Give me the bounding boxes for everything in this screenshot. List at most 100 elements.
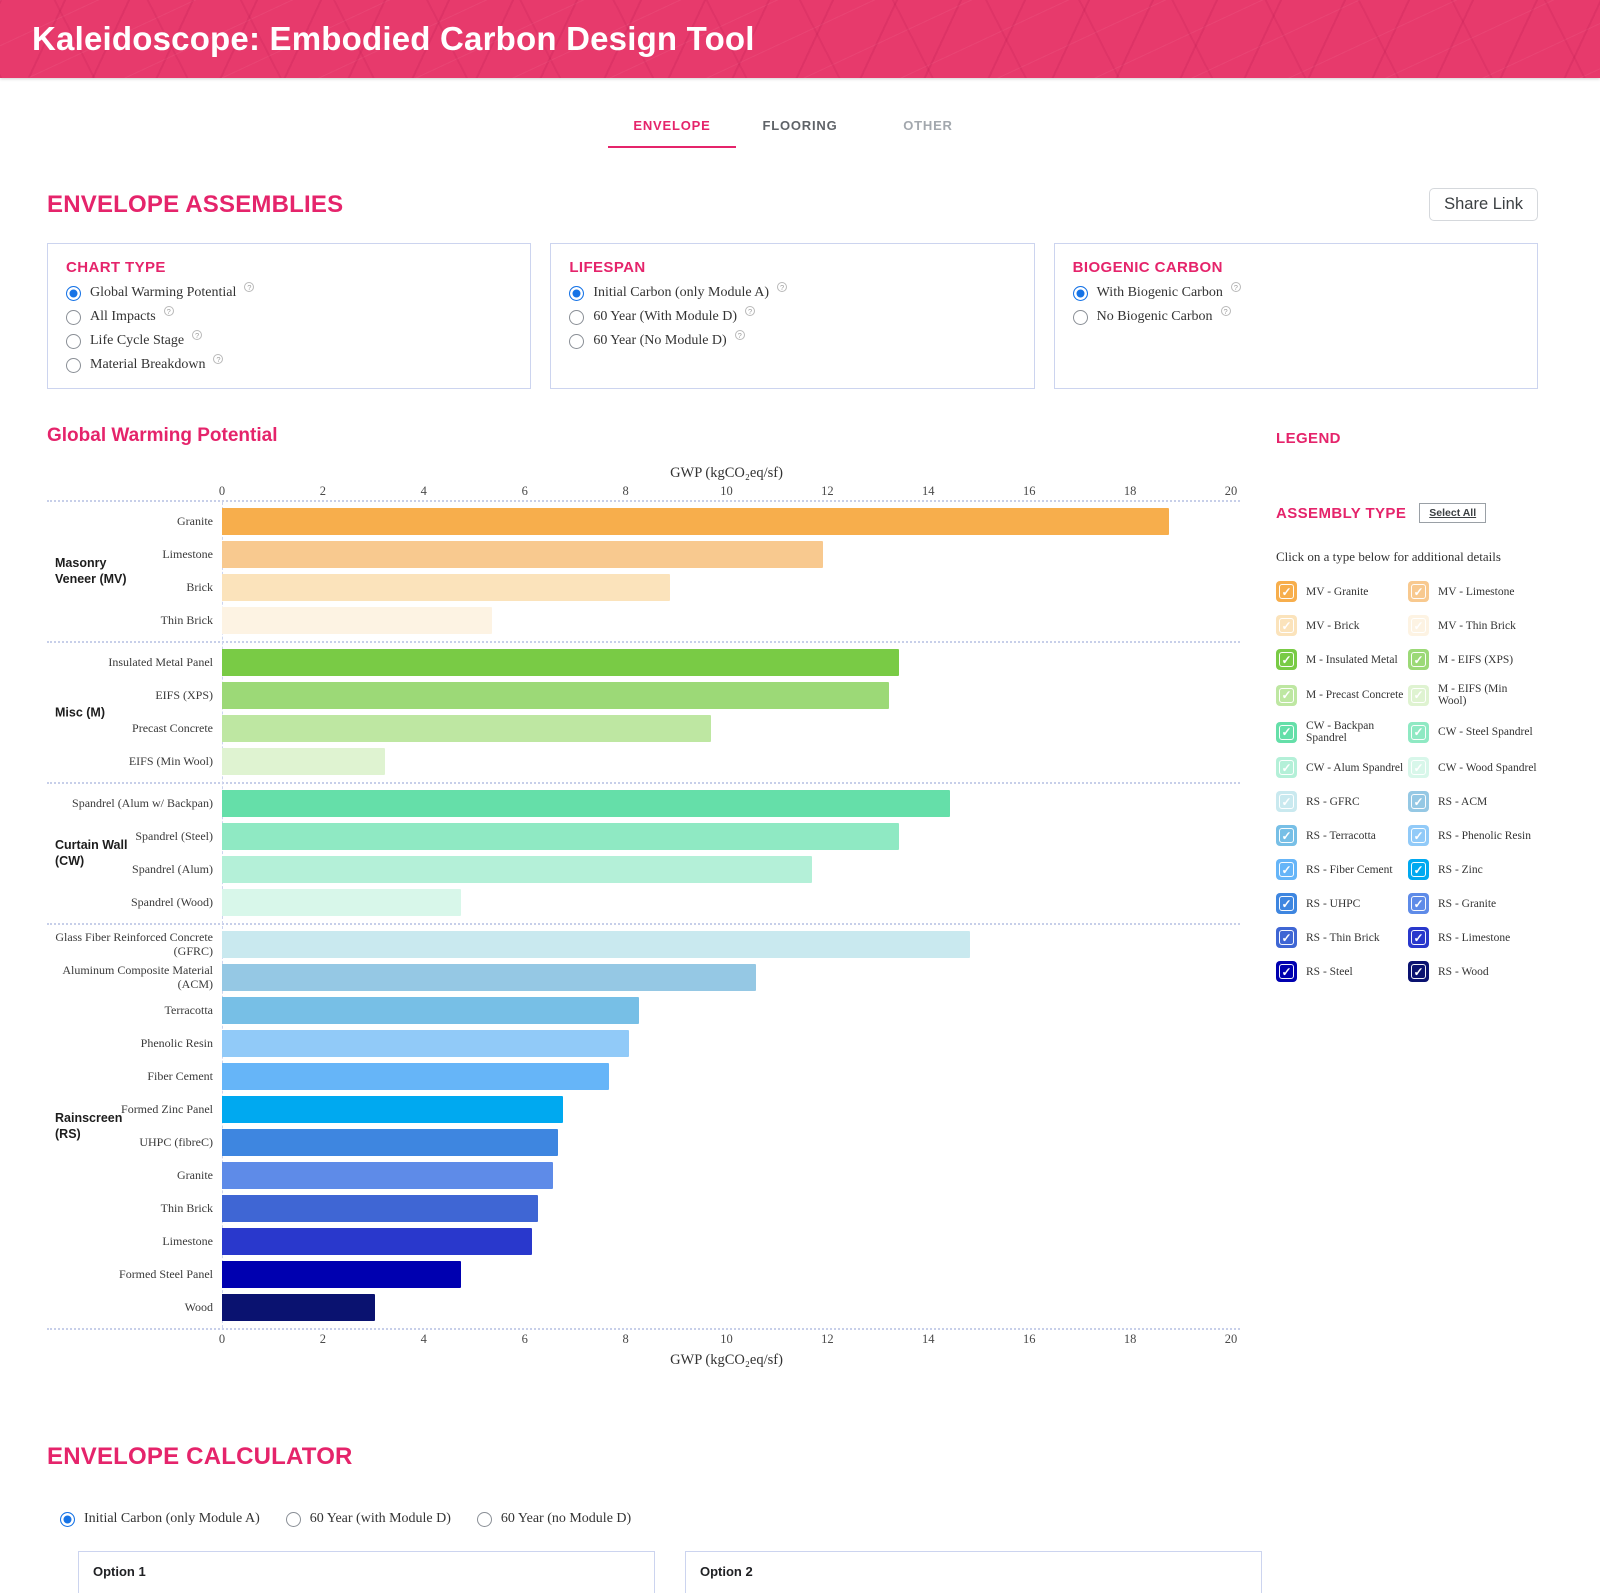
legend-item[interactable]: ✓ M - Precast Concrete [1276,683,1408,707]
legend-item[interactable]: ✓ MV - Limestone [1408,581,1538,602]
bar[interactable] [222,682,889,709]
legend-checkbox[interactable]: ✓ [1408,961,1429,982]
radio-icon[interactable] [1072,285,1088,301]
bar[interactable] [222,649,899,676]
radio-option[interactable]: With Biogenic Carbon? [1072,282,1519,301]
legend-checkbox[interactable]: ✓ [1408,615,1429,636]
legend-checkbox[interactable]: ✓ [1276,893,1297,914]
legend-item[interactable]: ✓ RS - Thin Brick [1276,927,1408,948]
legend-item[interactable]: ✓ RS - Granite [1408,893,1538,914]
legend-checkbox[interactable]: ✓ [1276,961,1297,982]
legend-item[interactable]: ✓ RS - ACM [1408,791,1538,812]
radio-option[interactable]: Global Warming Potential? [66,282,512,301]
bar[interactable] [222,1261,462,1288]
select-all-button[interactable]: Select All [1419,503,1487,523]
radio-icon[interactable] [66,333,81,349]
legend-item[interactable]: ✓ RS - Fiber Cement [1276,859,1408,880]
legend-item[interactable]: ✓ RS - Phenolic Resin [1408,825,1538,846]
legend-checkbox[interactable]: ✓ [1276,581,1297,602]
tab-envelope[interactable]: ENVELOPE [608,108,736,148]
bar[interactable] [222,889,462,916]
legend-checkbox[interactable]: ✓ [1408,757,1429,778]
radio-option[interactable]: No Biogenic Carbon? [1072,306,1519,325]
legend-checkbox[interactable]: ✓ [1276,649,1297,670]
help-icon[interactable]: ? [213,354,224,364]
legend-item[interactable]: ✓ CW - Alum Spandrel [1276,757,1408,778]
legend-item[interactable]: ✓ CW - Wood Spandrel [1408,757,1538,778]
radio-option[interactable]: 60 Year (With Module D)? [569,306,1015,325]
legend-checkbox[interactable]: ✓ [1276,927,1297,948]
legend-item[interactable]: ✓ CW - Backpan Spandrel [1276,720,1408,744]
legend-checkbox[interactable]: ✓ [1408,825,1429,846]
radio-option[interactable]: Material Breakdown? [66,354,512,373]
radio-option[interactable]: 60 Year (No Module D)? [569,330,1015,349]
bar[interactable] [222,931,971,958]
bar[interactable] [222,1195,538,1222]
help-icon[interactable]: ? [777,282,788,292]
bar[interactable] [222,1030,630,1057]
help-icon[interactable]: ? [1230,282,1241,292]
legend-item[interactable]: ✓ RS - Zinc [1408,859,1538,880]
help-icon[interactable]: ? [192,330,203,340]
legend-item[interactable]: ✓ RS - Limestone [1408,927,1538,948]
legend-checkbox[interactable]: ✓ [1408,859,1429,880]
legend-checkbox[interactable]: ✓ [1408,581,1429,602]
legend-item[interactable]: ✓ RS - Terracotta [1276,825,1408,846]
bar[interactable] [222,1129,558,1156]
bar[interactable] [222,607,492,634]
legend-checkbox[interactable]: ✓ [1276,721,1297,743]
radio-option[interactable]: 60 Year (no Module D) [476,1511,631,1527]
radio-icon[interactable] [66,309,81,325]
legend-checkbox[interactable]: ✓ [1408,721,1429,743]
help-icon[interactable]: ? [1220,306,1231,316]
bar[interactable] [222,508,1169,535]
bar[interactable] [222,1063,609,1090]
legend-item[interactable]: ✓ M - EIFS (XPS) [1408,649,1538,670]
legend-checkbox[interactable]: ✓ [1276,757,1297,778]
bar[interactable] [222,964,757,991]
legend-checkbox[interactable]: ✓ [1276,825,1297,846]
legend-checkbox[interactable]: ✓ [1276,615,1297,636]
radio-icon[interactable] [60,1511,75,1527]
legend-item[interactable]: ✓ CW - Steel Spandrel [1408,720,1538,744]
legend-item[interactable]: ✓ RS - Steel [1276,961,1408,982]
bar[interactable] [222,856,813,883]
bar[interactable] [222,1294,375,1321]
bar[interactable] [222,574,670,601]
radio-icon[interactable] [569,309,585,325]
bar[interactable] [222,541,823,568]
share-link-button[interactable]: Share Link [1429,188,1538,221]
legend-checkbox[interactable]: ✓ [1276,684,1297,706]
radio-icon[interactable] [285,1511,301,1527]
help-icon[interactable]: ? [244,282,255,292]
legend-item[interactable]: ✓ MV - Granite [1276,581,1408,602]
legend-checkbox[interactable]: ✓ [1408,684,1429,706]
legend-item[interactable]: ✓ M - EIFS (Min Wool) [1408,683,1538,707]
help-icon[interactable]: ? [163,306,174,316]
legend-item[interactable]: ✓ MV - Brick [1276,615,1408,636]
radio-icon[interactable] [569,333,585,349]
bar[interactable] [222,823,899,850]
bar[interactable] [222,997,640,1024]
legend-item[interactable]: ✓ M - Insulated Metal [1276,649,1408,670]
legend-checkbox[interactable]: ✓ [1276,859,1297,880]
radio-icon[interactable] [1072,309,1088,325]
legend-item[interactable]: ✓ MV - Thin Brick [1408,615,1538,636]
bar[interactable] [222,1228,533,1255]
radio-option[interactable]: All Impacts? [66,306,512,325]
radio-icon[interactable] [569,285,585,301]
radio-icon[interactable] [476,1511,492,1527]
radio-option[interactable]: Initial Carbon (only Module A)? [569,282,1015,301]
legend-checkbox[interactable]: ✓ [1408,893,1429,914]
legend-checkbox[interactable]: ✓ [1408,649,1429,670]
bar[interactable] [222,1162,553,1189]
tab-other[interactable]: OTHER [903,118,953,133]
radio-option[interactable]: Life Cycle Stage? [66,330,512,349]
radio-option[interactable]: Initial Carbon (only Module A) [60,1511,260,1527]
legend-item[interactable]: ✓ RS - GFRC [1276,791,1408,812]
legend-checkbox[interactable]: ✓ [1408,927,1429,948]
bar[interactable] [222,790,950,817]
radio-icon[interactable] [66,357,81,373]
help-icon[interactable]: ? [745,306,756,316]
bar[interactable] [222,1096,564,1123]
